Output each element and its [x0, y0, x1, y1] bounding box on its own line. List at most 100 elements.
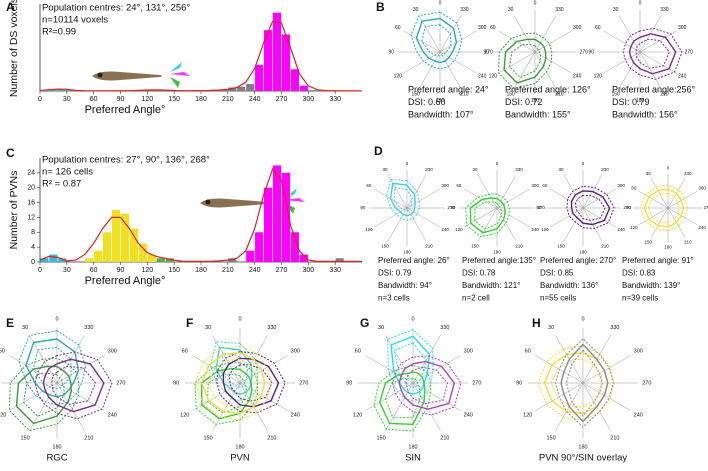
error-lower — [50, 365, 97, 405]
spoke — [439, 51, 477, 74]
bar — [67, 90, 76, 91]
angle-label: 150 — [411, 92, 420, 98]
error-lower — [393, 186, 413, 212]
angle-label: 120 — [541, 227, 549, 232]
angle-label: 300 — [291, 349, 300, 355]
spoke — [387, 207, 408, 242]
y-tick-label: 8 — [31, 229, 35, 236]
angle-label: 60 — [395, 25, 401, 31]
panel-letter: A — [6, 0, 15, 14]
tuning-curve — [415, 17, 458, 64]
angle-label: 300 — [464, 349, 473, 355]
error-upper — [622, 27, 683, 80]
arrow — [170, 62, 182, 72]
angle-label: 60 — [355, 349, 361, 355]
error-lower — [405, 366, 449, 405]
angle-label: 60 — [0, 349, 5, 355]
fit-curve — [39, 167, 362, 262]
caption: PVN — [230, 453, 250, 464]
tuning-curve — [628, 33, 677, 75]
annotation: DSI: 0.72 — [505, 97, 543, 107]
annotation: Bandwidth: 94° — [378, 281, 432, 290]
angle-label: 330 — [555, 7, 564, 13]
spoke — [192, 382, 241, 411]
angle-label: 210 — [425, 243, 433, 248]
spoke — [365, 382, 414, 411]
annotation: Preferred angle:135° — [462, 256, 536, 265]
bar — [165, 258, 174, 262]
tuning-curve — [222, 357, 280, 408]
angle-label: 210 — [515, 243, 523, 248]
x-tick-label: 270 — [276, 267, 288, 274]
angle-label: 120 — [630, 225, 638, 230]
annotation: DSI: 0.85 — [540, 269, 574, 278]
bar — [255, 64, 264, 91]
caption: RGC — [46, 453, 67, 464]
angle-label: 30 — [382, 167, 388, 172]
angle-label: 240 — [617, 227, 625, 232]
annotation: Preferred angle: 24° — [408, 84, 489, 94]
annotation: n=55 cells — [540, 294, 576, 303]
angle-label: 90 — [360, 205, 366, 210]
error-upper — [216, 351, 286, 414]
tuning-curve — [15, 365, 73, 425]
angle-label: 210 — [440, 436, 449, 442]
angle-label: 90 — [536, 205, 542, 210]
angle-label: 330 — [460, 7, 469, 13]
panel-letter: F — [186, 316, 193, 330]
error-lower — [508, 44, 542, 79]
spoke — [403, 30, 441, 53]
x-tick-label: 210 — [222, 96, 234, 103]
spoke — [549, 188, 584, 209]
x-tick-label: 180 — [195, 96, 207, 103]
larva — [200, 198, 270, 208]
fit-curve — [39, 20, 362, 92]
spoke — [418, 51, 441, 89]
angle-label: 240 — [678, 74, 687, 80]
angle-label: 300 — [678, 25, 687, 31]
bar — [49, 254, 58, 262]
bar — [129, 228, 138, 262]
angle-label: 300 — [531, 183, 539, 188]
spoke — [463, 207, 498, 228]
angle-label: 120 — [365, 227, 373, 232]
angle-label: 300 — [573, 25, 582, 31]
angle-label: 240 — [478, 74, 487, 80]
spoke — [406, 174, 427, 209]
spoke — [667, 207, 698, 226]
x-tick-label: 30 — [63, 96, 71, 103]
error-lower — [647, 192, 680, 224]
spoke — [650, 178, 669, 209]
angle-label: 240 — [698, 225, 706, 230]
spoke — [638, 190, 669, 209]
annotation: n= 126 cells — [42, 167, 93, 178]
spoke — [582, 355, 631, 384]
x-tick-label: 240 — [249, 96, 261, 103]
x-tick-label: 90 — [117, 96, 125, 103]
angle-label: 120 — [523, 412, 532, 418]
annotation: DSI: 0.79 — [612, 97, 650, 107]
spoke — [639, 51, 662, 89]
x-tick-label: 30 — [63, 267, 71, 274]
bar — [85, 258, 94, 262]
error-lower — [574, 195, 606, 222]
bar — [49, 89, 58, 91]
annotation: n=39 cells — [622, 294, 658, 303]
angle-label: 180 — [531, 98, 540, 104]
spoke — [412, 382, 441, 431]
spoke — [412, 355, 461, 384]
angle-label: 180 — [664, 245, 672, 250]
bar — [335, 258, 344, 262]
angle-label: 30 — [22, 325, 28, 331]
spoke — [618, 15, 641, 53]
angle-label: 210 — [684, 239, 692, 244]
angle-label: 0 — [667, 166, 670, 171]
error-upper — [34, 351, 113, 420]
angle-label: 270 — [580, 49, 589, 55]
x-tick-label: 180 — [195, 267, 207, 274]
bar — [299, 254, 308, 262]
angle-label: 210 — [660, 92, 669, 98]
spoke — [638, 207, 669, 226]
x-tick-label: 0 — [38, 96, 42, 103]
spoke — [212, 335, 241, 384]
